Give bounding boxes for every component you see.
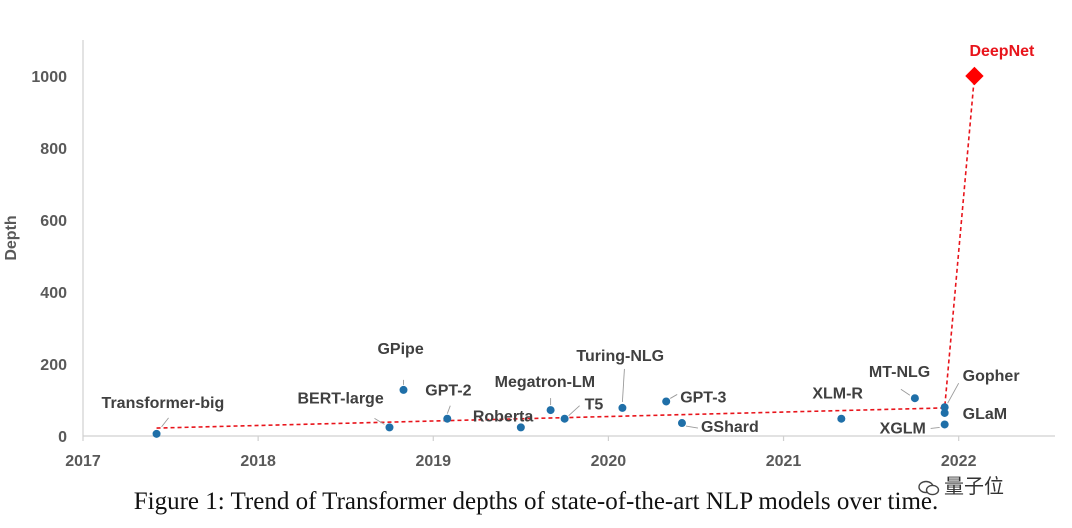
point-transformer-big [152, 429, 161, 438]
trend-polyline [156, 75, 976, 429]
point-gshard [677, 419, 686, 428]
axes: 2017 2018 2019 2020 2021 2022 0 200 400 600 800 100… [3, 40, 1055, 470]
trend-line [156, 75, 976, 429]
watermark: 量子位 [918, 470, 1043, 498]
leader-gopher [947, 382, 960, 404]
leader-gpt-2 [446, 405, 451, 414]
point-bert-large [385, 423, 394, 432]
point-gpt-3 [662, 397, 671, 406]
label-gshard: GShard [701, 419, 759, 436]
point-gpt-2 [443, 414, 452, 423]
data-points [152, 66, 984, 438]
label-turing-nlg: Turing-NLG [576, 348, 664, 365]
point-deepnet [965, 66, 984, 86]
label-gopher: Gopher [963, 368, 1020, 385]
label-glam: GLaM [963, 406, 1007, 423]
y-axis-title: Depth [3, 215, 20, 260]
x-tick-label: 2019 [415, 453, 451, 470]
leader-t5 [568, 405, 580, 417]
label-xlm-r: XLM-R [812, 386, 863, 403]
figure-caption: Figure 1: Trend of Transformer depths of… [133, 488, 939, 515]
label-gpipe: GPipe [377, 341, 423, 358]
leader-bert-large [374, 417, 385, 425]
y-tick-label: 600 [40, 213, 67, 230]
y-tick-label: 800 [40, 141, 67, 158]
point-t5 [560, 414, 569, 423]
x-tick-label: 2020 [591, 453, 627, 470]
x-tick-label: 2021 [766, 453, 802, 470]
label-leader-lines [161, 368, 960, 429]
wechat-logo-icon [918, 480, 940, 495]
point-gopher [940, 403, 949, 412]
y-tick-label: 200 [40, 357, 67, 374]
label-mt-nlg: MT-NLG [869, 364, 930, 381]
y-tick-label: 400 [40, 285, 67, 302]
label-xglm: XGLM [880, 420, 926, 437]
point-xlm-r [837, 414, 846, 423]
label-t5: T5 [585, 397, 604, 414]
leader-gshard [685, 425, 699, 429]
label-deepnet: DeepNet [969, 43, 1035, 60]
x-tick-label: 2018 [240, 453, 276, 470]
point-turing-nlg [618, 403, 627, 412]
point-mt-nlg [910, 394, 919, 403]
label-roberta: Roberta [473, 408, 534, 425]
watermark-text: 量子位 [944, 474, 1004, 498]
point-xglm [940, 420, 949, 429]
leader-transformer-big [161, 417, 169, 428]
point-megatron-lm [546, 406, 555, 415]
y-tick-label: 1000 [31, 69, 67, 86]
point-glam [940, 408, 949, 417]
y-tick-label: 0 [58, 429, 67, 446]
label-bert-large: BERT-large [297, 390, 383, 407]
label-gpt-2: GPT-2 [425, 383, 471, 400]
label-transformer-big: Transformer-big [102, 395, 225, 412]
leader-turing-nlg [621, 368, 625, 402]
label-megatron-lm: Megatron-LM [495, 374, 595, 391]
x-tick-label: 2022 [941, 453, 977, 470]
leader-mt-nlg [900, 388, 911, 396]
point-labels: Transformer-big BERT-large GPipe GPT-2Rober… [102, 43, 1035, 437]
leader-xglm [930, 427, 940, 429]
x-tick-label: 2017 [65, 453, 101, 470]
label-gpt-3: GPT-3 [680, 389, 726, 406]
point-roberta [516, 423, 525, 432]
point-gpipe [399, 385, 408, 394]
leader-gpt-3 [669, 394, 678, 399]
